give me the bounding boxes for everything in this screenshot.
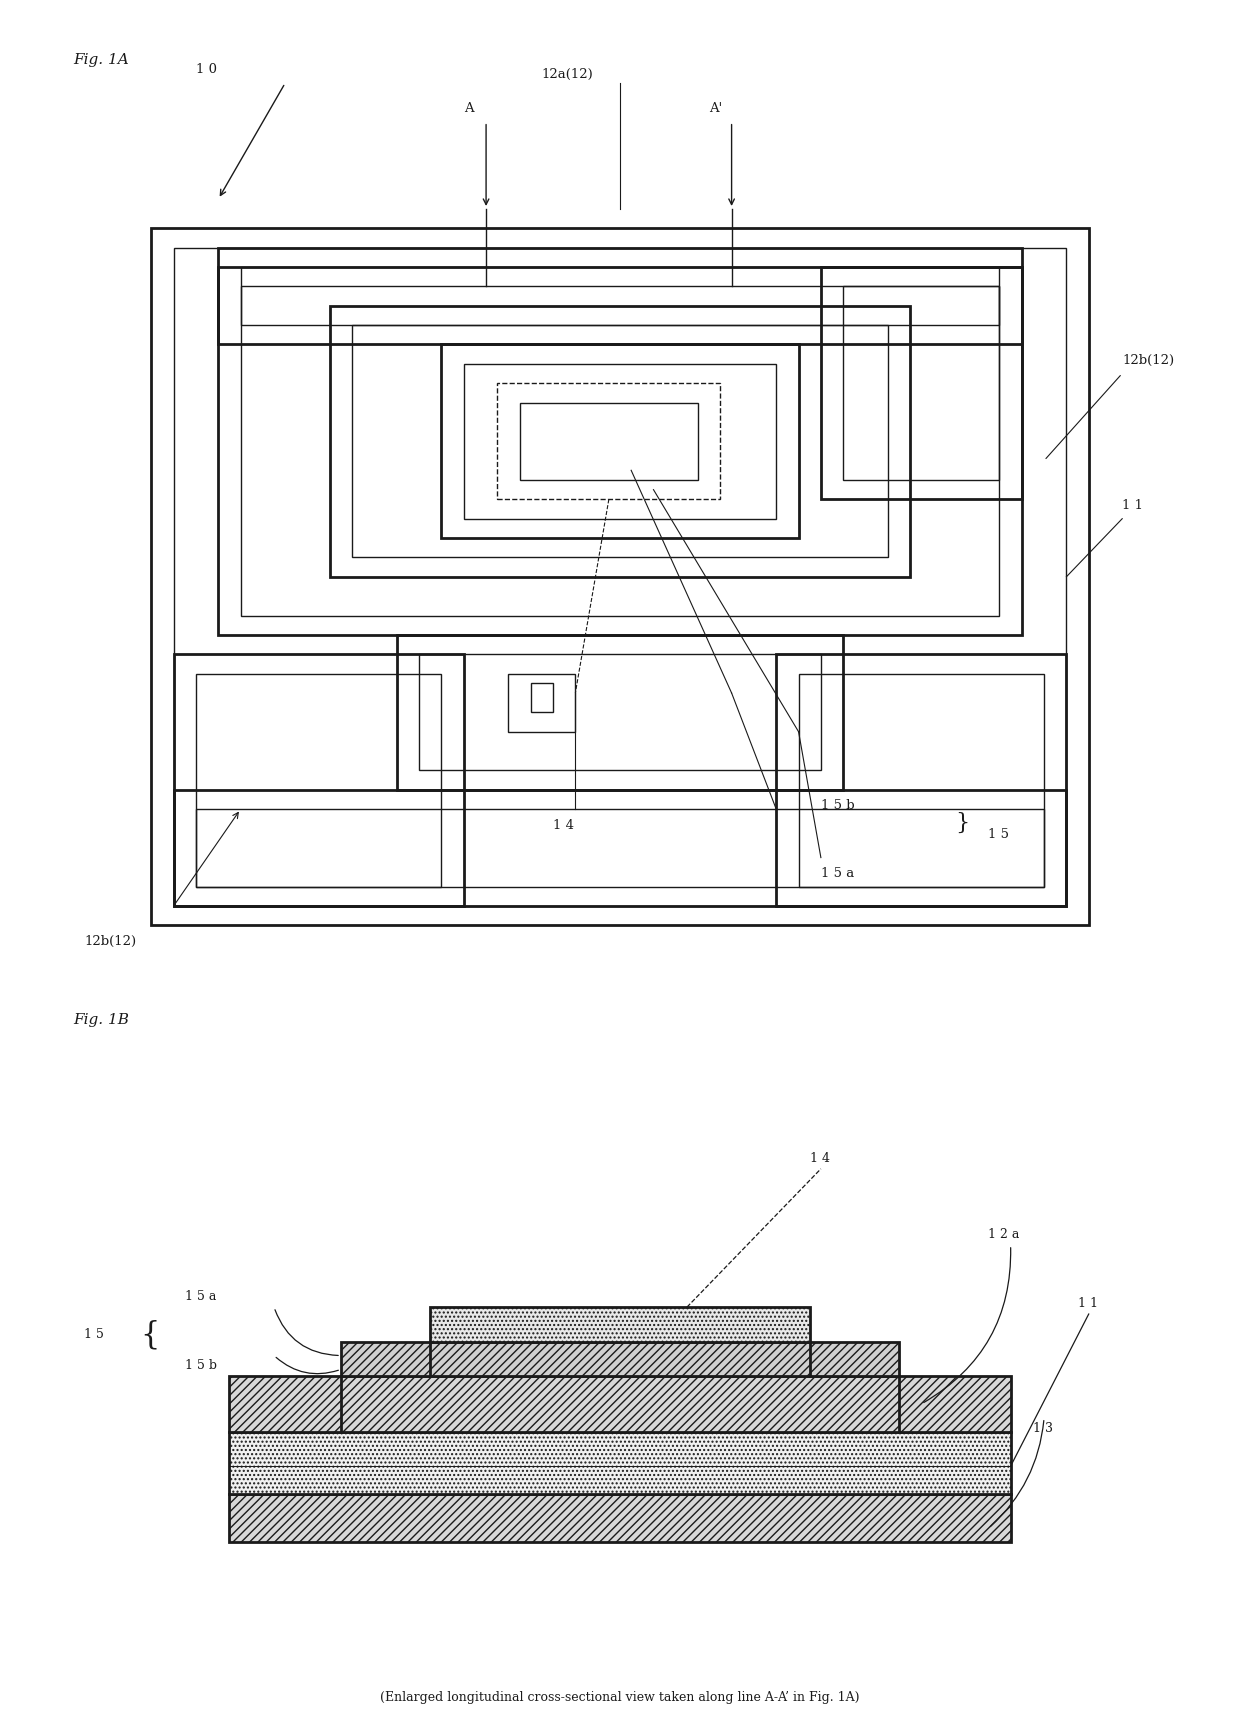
Bar	[341, 1342, 899, 1376]
Bar	[531, 683, 553, 712]
Bar	[229, 1432, 1011, 1494]
Text: 1 4: 1 4	[810, 1152, 830, 1165]
Bar	[196, 809, 1044, 887]
Text: 1 5 a: 1 5 a	[821, 866, 854, 880]
Text: 1 1: 1 1	[1122, 500, 1143, 512]
Text: 1 5 b: 1 5 b	[185, 1359, 217, 1373]
Bar	[196, 674, 441, 887]
Text: 1 5 b: 1 5 b	[821, 799, 854, 813]
Bar	[497, 384, 720, 500]
Bar	[229, 1494, 1011, 1542]
Text: Fig. 1B: Fig. 1B	[73, 1013, 129, 1027]
Text: 1 2 a: 1 2 a	[988, 1228, 1019, 1241]
Bar	[397, 635, 843, 790]
Bar	[430, 1307, 810, 1342]
Bar	[174, 790, 1066, 906]
Text: 12a(12): 12a(12)	[542, 67, 594, 81]
Bar	[821, 266, 1022, 500]
Bar	[441, 344, 799, 538]
Bar	[508, 674, 575, 731]
Bar	[229, 1376, 1011, 1432]
Text: 1 3: 1 3	[1033, 1421, 1053, 1435]
Text: 1 5 a: 1 5 a	[185, 1290, 216, 1304]
Bar	[799, 674, 1044, 887]
Bar	[174, 247, 1066, 906]
Text: 1 1: 1 1	[1078, 1297, 1097, 1311]
Text: A': A'	[709, 102, 723, 116]
Text: (Enlarged longitudinal cross-sectional view taken along line A-A’ in Fig. 1A): (Enlarged longitudinal cross-sectional v…	[381, 1691, 859, 1705]
Text: 1 5: 1 5	[84, 1328, 104, 1342]
Bar	[241, 287, 999, 616]
Bar	[151, 228, 1089, 925]
Text: }: }	[955, 811, 968, 833]
Bar	[218, 247, 1022, 344]
Bar	[352, 325, 888, 557]
Bar	[218, 266, 1022, 635]
Text: {: {	[140, 1319, 160, 1350]
Bar	[464, 363, 776, 519]
Text: 12b(12): 12b(12)	[1122, 354, 1174, 367]
Text: 1 0: 1 0	[196, 64, 217, 76]
Bar	[843, 287, 999, 481]
Text: 1 4: 1 4	[553, 818, 574, 832]
Bar	[776, 654, 1066, 906]
Bar	[241, 266, 999, 325]
Text: 1 5: 1 5	[988, 828, 1009, 842]
Text: Fig. 1A: Fig. 1A	[73, 52, 129, 67]
Bar	[174, 654, 464, 906]
Bar	[419, 654, 821, 771]
Bar	[330, 306, 910, 577]
Bar	[520, 403, 698, 481]
Text: 12b(12): 12b(12)	[84, 935, 136, 947]
Text: A: A	[464, 102, 474, 116]
